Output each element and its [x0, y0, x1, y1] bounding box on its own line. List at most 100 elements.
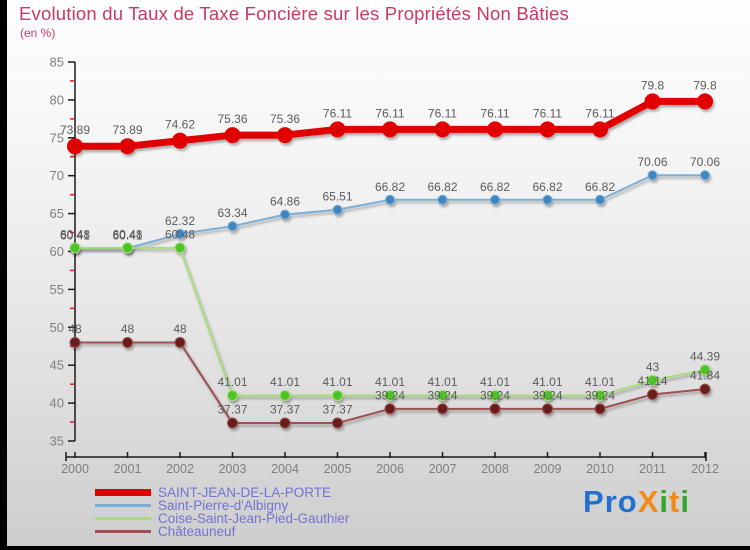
- x-tick-label: 2008: [481, 462, 509, 476]
- data-point-marker: [280, 209, 290, 220]
- value-label: 39.24: [480, 388, 510, 402]
- value-label: 37.37: [217, 403, 247, 417]
- y-axis: 35 40 45 50 55 60 65 70 75 80 85: [50, 55, 76, 449]
- data-point-marker: [489, 403, 501, 415]
- value-label: 48: [68, 322, 82, 336]
- data-point-marker: [279, 417, 291, 429]
- value-label: 39.24: [375, 388, 405, 402]
- logo-letter: i: [659, 484, 670, 519]
- data-point-marker: [595, 194, 605, 205]
- data-point-marker: [332, 417, 343, 429]
- chart-subtitle: (en %): [20, 26, 56, 40]
- data-point-marker: [172, 132, 188, 149]
- legend: SAINT-JEAN-DE-LA-PORTE Saint-Pierre-d'Al…: [95, 486, 349, 538]
- x-tick-label: 2012: [691, 462, 719, 476]
- data-point-marker: [699, 364, 711, 376]
- x-tick-label: 2001: [114, 462, 142, 476]
- value-label: 41.01: [532, 375, 562, 389]
- value-label: 75.36: [217, 112, 247, 126]
- value-label: 39.24: [532, 388, 562, 402]
- legend-item-saint-pierre-dalbigny: Saint-Pierre-d'Albigny: [95, 499, 349, 512]
- value-label: 60.48: [165, 227, 195, 241]
- data-point-marker: [384, 389, 396, 401]
- value-label: 73.89: [60, 123, 90, 137]
- data-point-marker: [122, 242, 133, 254]
- value-label: 39.24: [585, 388, 615, 402]
- data-point-marker: [174, 336, 186, 348]
- value-label: 66.82: [375, 180, 405, 194]
- left-border-bar: [0, 0, 7, 550]
- bottom-border-bar: [0, 546, 750, 550]
- value-label: 37.37: [270, 403, 300, 417]
- value-label: 65.51: [322, 190, 352, 204]
- value-label: 75.36: [270, 112, 300, 126]
- data-point-marker: [384, 403, 396, 415]
- data-point-marker: [647, 170, 658, 181]
- value-label: 66.82: [585, 180, 615, 194]
- value-label: 70.06: [690, 155, 720, 169]
- data-point-marker: [647, 388, 658, 400]
- data-point-marker: [594, 403, 606, 415]
- data-point-marker: [69, 242, 81, 254]
- series-3-line: [69, 336, 711, 429]
- x-tick-label: 2005: [324, 462, 352, 476]
- value-label: 41.84: [690, 369, 720, 383]
- data-point-marker: [279, 389, 291, 401]
- data-point-marker: [332, 389, 343, 401]
- value-label: 60.48: [112, 227, 142, 241]
- logo-letter: t: [669, 484, 681, 519]
- data-point-marker: [592, 121, 608, 138]
- value-label: 66.82: [532, 180, 562, 194]
- data-point-marker: [644, 93, 661, 110]
- legend-label: Châteauneuf: [158, 524, 236, 539]
- data-point-marker: [434, 121, 451, 138]
- series-2-labels: 60.48 60.48 60.48 41.01 41.01 41.01 41.01 41.01…: [60, 227, 720, 389]
- value-label: 79.8: [641, 78, 665, 92]
- value-label: 41.01: [375, 375, 405, 389]
- y-tick-label: 55: [50, 282, 64, 297]
- series-1-labels: 60.41 60.41 62.32 63.34 64.86 65.51 66.82 66.82…: [60, 155, 720, 242]
- y-tick-label: 85: [50, 55, 64, 70]
- value-label: 60.48: [60, 227, 90, 241]
- value-label: 41.01: [322, 375, 352, 389]
- data-point-marker: [277, 127, 293, 144]
- legend-item-chateauneuf: Châteauneuf: [95, 525, 349, 538]
- data-point-marker: [487, 121, 503, 138]
- value-label: 76.11: [480, 106, 509, 120]
- value-label: 66.82: [480, 180, 510, 194]
- value-label: 76.11: [533, 106, 562, 120]
- data-point-marker: [542, 389, 553, 401]
- legend-swatch-red-line: [95, 489, 151, 496]
- data-point-marker: [489, 389, 501, 401]
- value-label: 43: [646, 360, 660, 374]
- value-label: 41.01: [270, 375, 300, 389]
- value-label: 64.86: [270, 195, 300, 209]
- logo-letter: X: [637, 484, 660, 519]
- value-label: 79.8: [693, 78, 717, 92]
- value-label: 70.06: [637, 155, 667, 169]
- chart-title: Evolution du Taux de Taxe Foncière sur l…: [19, 3, 569, 24]
- x-tick-label: 2009: [534, 462, 562, 476]
- data-point-marker: [437, 389, 448, 401]
- value-label: 73.89: [112, 123, 142, 137]
- value-label: 41.01: [585, 375, 615, 389]
- data-point-marker: [329, 121, 346, 138]
- legend-item-coise-saint-jean-pied-gauthier: Coise-Saint-Jean-Pied-Gauthier: [95, 512, 349, 525]
- data-point-marker: [647, 374, 658, 386]
- data-point-marker: [385, 194, 395, 205]
- data-point-marker: [227, 389, 238, 401]
- data-point-marker: [174, 242, 186, 254]
- data-point-marker: [697, 93, 713, 110]
- value-label: 41.01: [217, 375, 247, 389]
- value-label: 48: [121, 322, 135, 336]
- x-tick-label: 2002: [166, 462, 194, 476]
- data-point-marker: [382, 121, 398, 138]
- data-point-marker: [332, 204, 343, 215]
- x-tick-label: 2004: [271, 462, 299, 476]
- value-label: 63.34: [217, 206, 247, 220]
- x-tick-label: 2006: [376, 462, 404, 476]
- data-point-marker: [437, 403, 448, 415]
- y-tick-label: 65: [50, 206, 64, 221]
- x-axis: 2000 2001 2002 2003 2004 2005 2006 2007 2008 2009…: [61, 452, 719, 476]
- y-tick-label: 80: [50, 92, 64, 107]
